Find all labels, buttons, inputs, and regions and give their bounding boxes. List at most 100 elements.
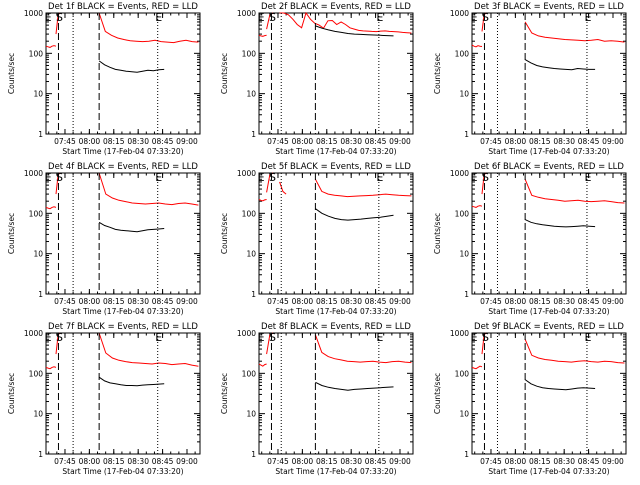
detector-panel: Det 8f BLACK = Events, RED = LLD 1 10 100 10… bbox=[213, 320, 426, 485]
panel-chart: Det 3f BLACK = Events, RED = LLD 1 10 100 10… bbox=[433, 2, 627, 156]
marker-label: E bbox=[155, 331, 162, 344]
x-tick-label: 07:45 bbox=[267, 457, 289, 466]
y-tick-label: 100 bbox=[29, 209, 44, 218]
lld-series-line bbox=[266, 12, 274, 30]
x-tick-label: 09:00 bbox=[602, 137, 624, 146]
x-tick-label: 09:00 bbox=[389, 457, 411, 466]
plot-frame bbox=[471, 172, 627, 295]
marker-label: S bbox=[482, 331, 489, 344]
marker-label: E bbox=[471, 11, 478, 24]
marker-label: E bbox=[45, 11, 52, 24]
x-tick-label: 09:00 bbox=[176, 457, 198, 466]
y-tick-label: 1000 bbox=[24, 329, 43, 338]
y-axis-label: Counts/sec bbox=[433, 53, 442, 94]
detector-panel: Det 7f BLACK = Events, RED = LLD 1 10 100 10… bbox=[0, 320, 213, 485]
panel-chart: Det 4f BLACK = Events, RED = LLD 1 10 100 10… bbox=[7, 162, 201, 316]
x-tick-label: 08:45 bbox=[152, 137, 174, 146]
chart-title: Det 2f BLACK = Events, RED = LLD bbox=[261, 2, 411, 12]
x-tick-label: 08:30 bbox=[553, 297, 575, 306]
x-tick-label: 09:00 bbox=[602, 297, 624, 306]
y-axis-label: Counts/sec bbox=[7, 53, 16, 94]
y-tick-label: 100 bbox=[455, 209, 470, 218]
lld-series-line bbox=[471, 205, 483, 208]
plot-frame bbox=[45, 172, 201, 295]
x-tick-label: 08:15 bbox=[316, 137, 338, 146]
y-axis-label: Counts/sec bbox=[220, 213, 229, 254]
events-series-line bbox=[98, 221, 165, 233]
lld-series-line bbox=[98, 332, 199, 367]
marker-label: E bbox=[376, 171, 383, 184]
x-tick-label: 08:15 bbox=[316, 457, 338, 466]
x-tick-label: 07:45 bbox=[480, 457, 502, 466]
marker-label: E bbox=[258, 11, 265, 24]
marker-label: E bbox=[155, 171, 162, 184]
lld-series-line bbox=[258, 199, 267, 202]
events-series-line bbox=[524, 219, 596, 228]
x-tick-label: 08:45 bbox=[365, 297, 387, 306]
x-tick-label: 08:15 bbox=[103, 297, 125, 306]
panel-chart: Det 6f BLACK = Events, RED = LLD 1 10 100 10… bbox=[433, 162, 627, 316]
y-tick-label: 1 bbox=[251, 450, 256, 459]
x-tick-label: 08:00 bbox=[292, 457, 314, 466]
chart-title: Det 7f BLACK = Events, RED = LLD bbox=[48, 322, 198, 332]
y-tick-label: 10 bbox=[246, 250, 256, 259]
lld-series-line bbox=[258, 34, 267, 37]
marker-label: E bbox=[258, 331, 265, 344]
lld-series-line bbox=[98, 172, 199, 206]
y-tick-label: 100 bbox=[29, 49, 44, 58]
x-tick-label: 08:45 bbox=[578, 457, 600, 466]
lld-series-line bbox=[471, 365, 483, 370]
chart-title: Det 4f BLACK = Events, RED = LLD bbox=[48, 162, 198, 172]
y-axis-label: Counts/sec bbox=[7, 373, 16, 414]
y-tick-label: 1 bbox=[251, 290, 256, 299]
x-axis-label: Start Time (17-Feb-04 07:33:20) bbox=[488, 147, 609, 156]
events-series-line bbox=[98, 60, 165, 73]
marker-label: S bbox=[269, 171, 276, 184]
x-tick-label: 09:00 bbox=[389, 137, 411, 146]
x-tick-label: 08:45 bbox=[365, 137, 387, 146]
lld-series-line bbox=[279, 181, 287, 195]
x-tick-label: 09:00 bbox=[176, 297, 198, 306]
events-series-line bbox=[315, 208, 394, 221]
lld-series-line bbox=[45, 206, 57, 210]
y-axis-label: Counts/sec bbox=[7, 213, 16, 254]
panel-chart: Det 1f BLACK = Events, RED = LLD 1 10 100 10… bbox=[7, 2, 201, 156]
chart-title: Det 6f BLACK = Events, RED = LLD bbox=[474, 162, 624, 172]
x-tick-label: 08:30 bbox=[127, 297, 149, 306]
panel-chart: Det 5f BLACK = Events, RED = LLD 1 10 100 10… bbox=[220, 162, 414, 316]
y-tick-label: 1 bbox=[251, 130, 256, 139]
y-tick-label: 10 bbox=[33, 90, 43, 99]
lld-series-line bbox=[524, 339, 625, 364]
plot-frame bbox=[471, 12, 627, 135]
x-tick-label: 07:45 bbox=[267, 297, 289, 306]
y-tick-label: 1000 bbox=[237, 9, 256, 18]
y-tick-label: 1000 bbox=[237, 169, 256, 178]
y-axis-label: Counts/sec bbox=[433, 213, 442, 254]
marker-label: E bbox=[584, 331, 591, 344]
y-tick-label: 100 bbox=[242, 209, 257, 218]
x-tick-label: 09:00 bbox=[389, 297, 411, 306]
marker-label: S bbox=[56, 331, 63, 344]
marker-label: S bbox=[269, 331, 276, 344]
x-tick-label: 08:45 bbox=[152, 457, 174, 466]
marker-label: S bbox=[482, 171, 489, 184]
x-axis-label: Start Time (17-Feb-04 07:33:20) bbox=[275, 467, 396, 476]
panel-chart: Det 8f BLACK = Events, RED = LLD 1 10 100 10… bbox=[220, 322, 414, 476]
x-axis-label: Start Time (17-Feb-04 07:33:20) bbox=[275, 147, 396, 156]
marker-label: S bbox=[56, 171, 63, 184]
y-tick-label: 100 bbox=[29, 369, 44, 378]
y-axis-label: Counts/sec bbox=[220, 53, 229, 94]
marker-label: E bbox=[376, 11, 383, 24]
events-series-line bbox=[524, 379, 596, 391]
lld-series-line bbox=[279, 11, 412, 34]
x-tick-label: 07:45 bbox=[480, 297, 502, 306]
marker-label: E bbox=[584, 11, 591, 24]
panel-chart: Det 9f BLACK = Events, RED = LLD 1 10 100 10… bbox=[433, 322, 627, 476]
x-tick-label: 08:00 bbox=[505, 297, 527, 306]
detector-panel: Det 5f BLACK = Events, RED = LLD 1 10 100 10… bbox=[213, 160, 426, 325]
lld-series-line bbox=[524, 179, 625, 204]
detector-panel: Det 2f BLACK = Events, RED = LLD 1 10 100 10… bbox=[213, 0, 426, 165]
x-tick-label: 08:00 bbox=[79, 457, 101, 466]
y-tick-label: 100 bbox=[242, 49, 257, 58]
